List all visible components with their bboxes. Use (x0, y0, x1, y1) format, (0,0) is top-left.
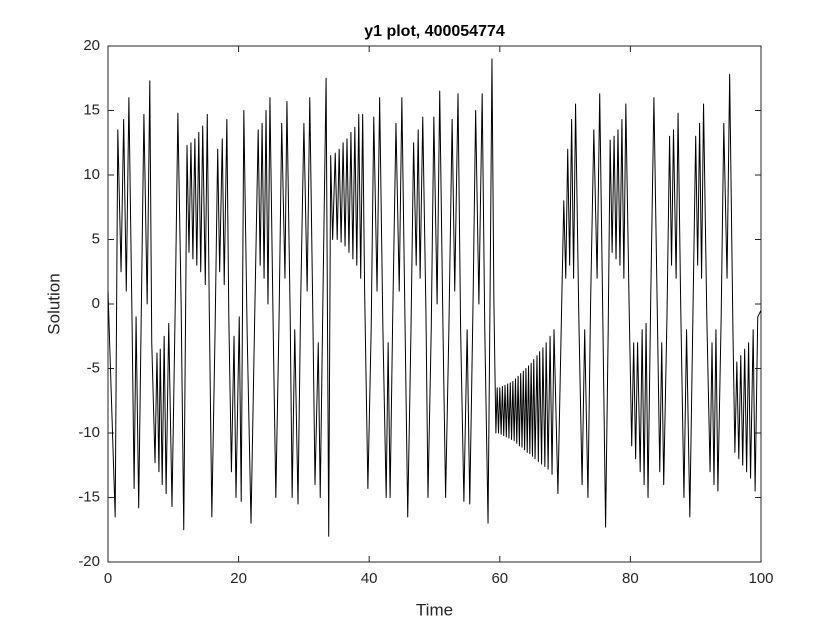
data-line (107, 58, 762, 537)
x-tick-label: 80 (622, 570, 639, 587)
y-tick-label: 10 (83, 166, 100, 183)
x-tick-label: 20 (230, 570, 247, 587)
y-tick-label: -15 (78, 488, 100, 505)
y-tick-label: -5 (87, 359, 100, 376)
x-tick-label: 0 (104, 570, 112, 587)
chart-title: y1 plot, 400054774 (364, 23, 505, 40)
y-axis-label: Solution (44, 273, 63, 334)
y-tick-label: -20 (78, 553, 100, 570)
x-tick-label: 60 (491, 570, 508, 587)
x-tick-label: 100 (748, 570, 773, 587)
x-axis-label: Time (416, 600, 453, 619)
y-tick-label: -10 (78, 424, 100, 441)
x-tick-label: 40 (361, 570, 378, 587)
y-tick-label: 0 (92, 295, 100, 312)
y-tick-label: 15 (83, 101, 100, 118)
y-tick-label: 5 (92, 230, 100, 247)
axes-box (107, 45, 762, 563)
y-tick-label: 20 (83, 37, 100, 54)
